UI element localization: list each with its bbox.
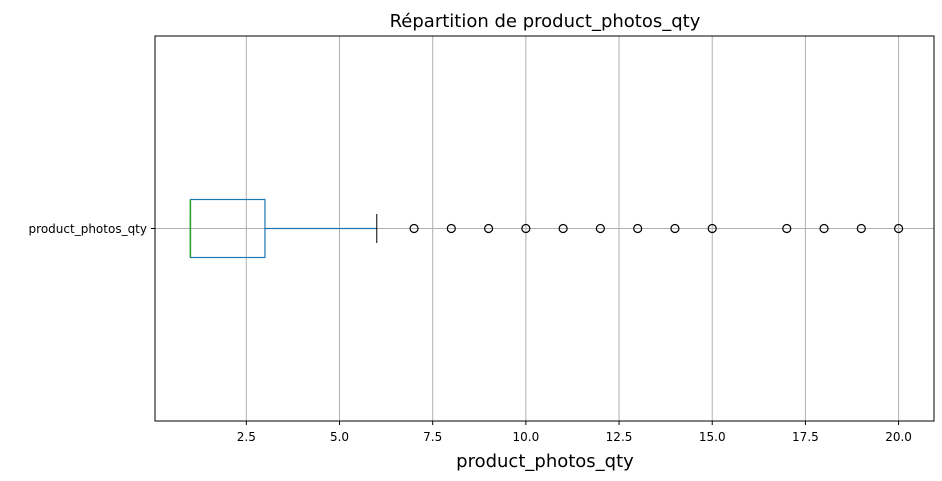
chart-title: Répartition de product_photos_qty: [390, 11, 701, 32]
outlier-point: [409, 223, 419, 234]
outlier-point: [856, 223, 866, 234]
outlier-point: [446, 223, 456, 234]
outlier-point: [558, 223, 568, 234]
outlier-point: [707, 223, 717, 234]
x-tick-label: 5.0: [330, 430, 349, 444]
x-tick-label: 2.5: [237, 430, 256, 444]
outlier-point: [782, 223, 792, 234]
outlier-point: [819, 223, 829, 234]
outlier-point: [670, 223, 680, 234]
x-tick-label: 7.5: [423, 430, 442, 444]
x-ticks: 2.5 5.0 7.5 10.0 12.5 15.0 17.5 20.0: [151, 228, 912, 444]
outliers-group: [409, 223, 904, 234]
y-category-label: product_photos_qty: [29, 222, 147, 236]
outlier-point: [483, 223, 494, 234]
outlier-point: [633, 223, 643, 234]
x-tick-label: 17.5: [792, 430, 819, 444]
x-tick-label: 12.5: [606, 430, 633, 444]
x-axis-label: product_photos_qty: [456, 451, 634, 472]
outlier-point: [595, 223, 606, 234]
x-tick-label: 15.0: [699, 430, 726, 444]
outlier-point: [893, 223, 904, 234]
box-group: [189, 198, 378, 259]
grid-lines: [155, 36, 934, 421]
x-tick-label: 10.0: [513, 430, 540, 444]
outlier-point: [521, 223, 531, 234]
x-tick-label: 20.0: [885, 430, 912, 444]
